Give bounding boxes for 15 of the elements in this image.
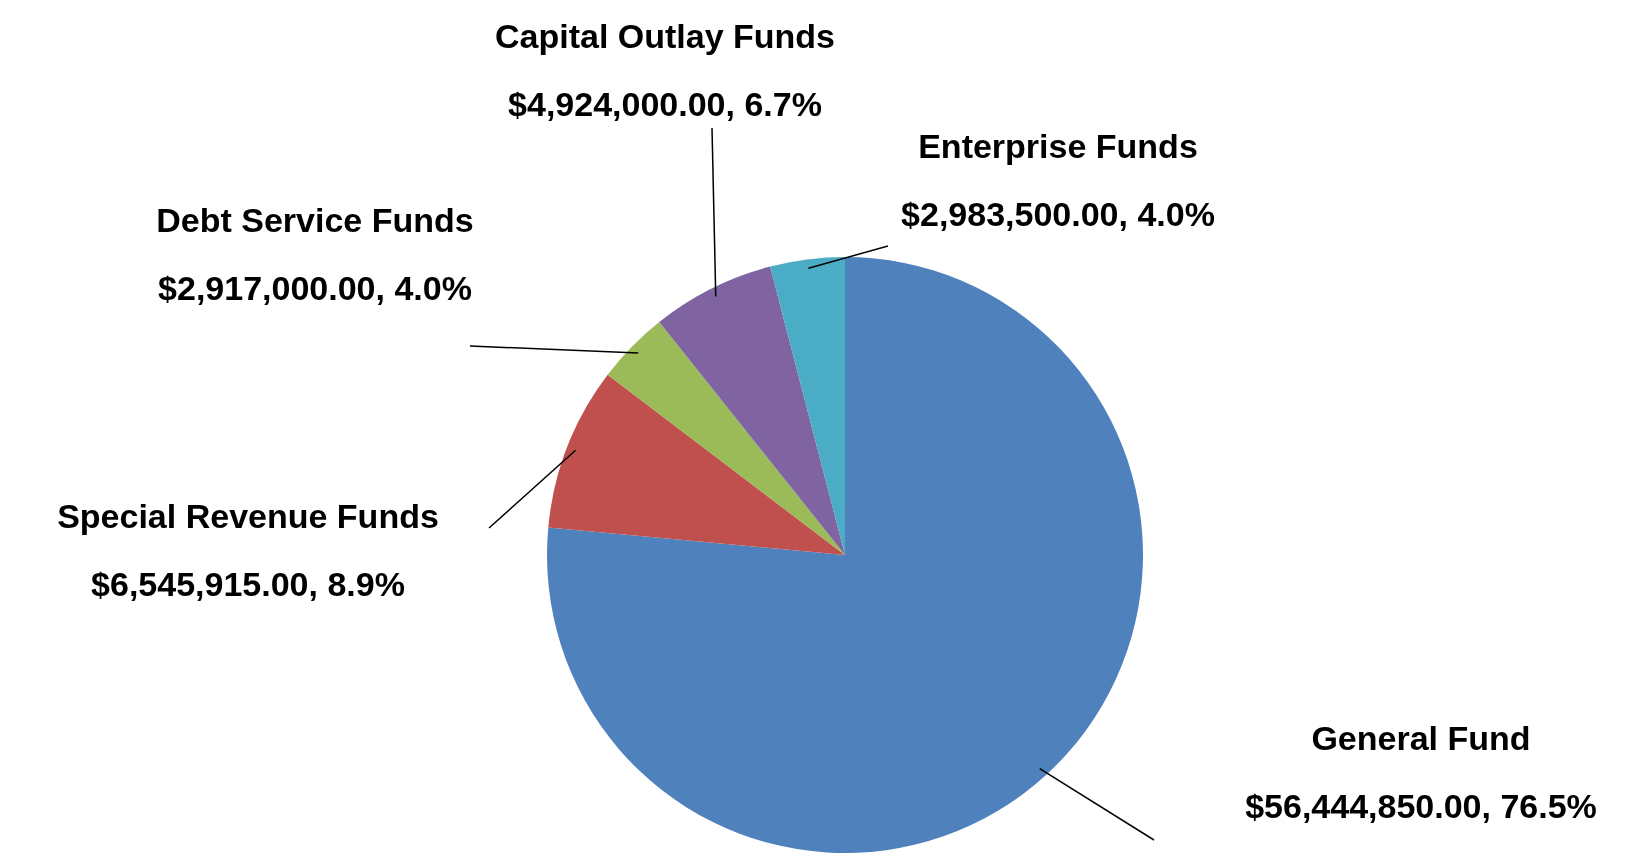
data-label: $4,924,000.00, 6.7% xyxy=(508,85,822,123)
slice-label: Special Revenue Funds xyxy=(57,497,439,535)
data-label: $6,545,915.00, 8.9% xyxy=(91,565,405,603)
slice-label: Capital Outlay Funds xyxy=(494,17,836,55)
pie-slice xyxy=(607,321,845,555)
slice-label: Debt Service Funds xyxy=(156,201,474,239)
slice-label: General Fund xyxy=(1311,719,1531,757)
pie-slice xyxy=(770,257,845,555)
data-label: $2,917,000.00, 4.0% xyxy=(158,269,472,307)
slice-label: Enterprise Funds xyxy=(918,127,1198,165)
pie-slice xyxy=(548,374,845,555)
pie-slice xyxy=(547,257,1143,853)
data-label: $2,983,500.00, 4.0% xyxy=(901,195,1215,233)
pie-slice xyxy=(659,266,845,555)
data-label: $56,444,850.00, 76.5% xyxy=(1245,787,1597,825)
